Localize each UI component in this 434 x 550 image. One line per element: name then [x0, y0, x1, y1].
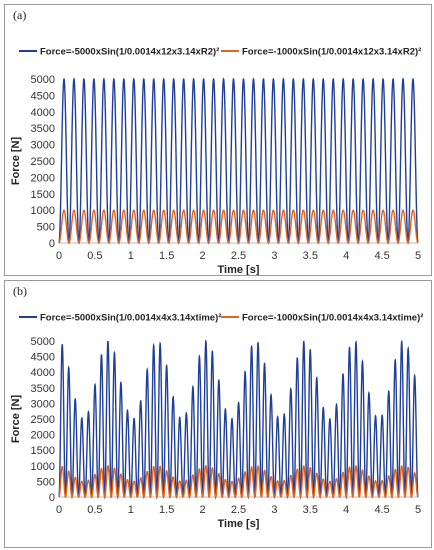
- x-tick-label: 2: [200, 504, 206, 516]
- x-tick-label: 0.5: [87, 250, 102, 262]
- x-tick-label: 4.5: [374, 250, 389, 262]
- y-tick-label: 2000: [31, 430, 55, 442]
- x-tick-label: 4.5: [374, 504, 389, 516]
- y-tick-label: 4500: [31, 90, 55, 102]
- x-tick-label: 5: [415, 250, 421, 262]
- x-tick-label: 3.5: [303, 504, 318, 516]
- x-tick-label: 1.5: [159, 504, 174, 516]
- legend-entry: Force=-5000xSin(1/0.0014x12x3.14xR2)²: [40, 47, 219, 58]
- y-tick-label: 4500: [31, 352, 55, 364]
- y-tick-label: 3500: [31, 123, 55, 135]
- y-tick-label: 2500: [31, 156, 55, 168]
- x-tick-label: 4: [343, 504, 349, 516]
- legend-entry: Force=-1000xSin(1/0.0014x4x3.14xtime)²: [242, 313, 423, 324]
- x-axis-label: Time [s]: [218, 518, 260, 530]
- y-tick-label: 3000: [31, 140, 55, 152]
- x-tick-label: 2.5: [231, 250, 246, 262]
- y-tick-label: 2000: [31, 172, 55, 184]
- x-tick-label: 1: [128, 250, 134, 262]
- series-line: [58, 464, 419, 498]
- chart-panel-b: (b) Force=-5000xSin(1/0.0014x4x3.14xtime)…: [4, 280, 432, 548]
- chart-a-svg: (a) Force=-5000xSin(1/0.0014x12x3.14xR2)²…: [10, 8, 421, 275]
- chart-b-svg: (b) Force=-5000xSin(1/0.0014x4x3.14xtime)…: [10, 284, 423, 530]
- y-tick-label: 0: [49, 238, 55, 250]
- y-axis-label: Force [N]: [10, 137, 22, 186]
- y-tick-label: 1000: [31, 205, 55, 217]
- x-tick-label: 3.5: [303, 250, 318, 262]
- legend-entry: Force=-5000xSin(1/0.0014x4x3.14xtime)²: [40, 313, 221, 324]
- x-tick-label: 5: [415, 504, 421, 516]
- series-line: [58, 209, 419, 244]
- x-tick-label: 2: [200, 250, 206, 262]
- y-tick-label: 1500: [31, 445, 55, 457]
- y-tick-label: 2500: [31, 414, 55, 426]
- x-tick-label: 0: [56, 504, 62, 516]
- series-line: [58, 339, 419, 500]
- y-tick-label: 1000: [31, 461, 55, 473]
- x-tick-label: 1.5: [159, 250, 174, 262]
- x-tick-label: 4: [343, 250, 349, 262]
- y-tick-label: 3000: [31, 398, 55, 410]
- x-tick-label: 0.5: [87, 504, 102, 516]
- y-axis-label: Force [N]: [10, 395, 22, 444]
- y-tick-label: 500: [37, 222, 55, 234]
- x-axis-label: Time [s]: [218, 264, 260, 275]
- y-tick-label: 5000: [31, 336, 55, 348]
- x-tick-label: 2.5: [231, 504, 246, 516]
- y-tick-label: 0: [49, 492, 55, 504]
- y-tick-label: 1500: [31, 189, 55, 201]
- y-tick-label: 4000: [31, 367, 55, 379]
- y-tick-label: 4000: [31, 107, 55, 119]
- legend-entry: Force=-1000xSin(1/0.0014x12x3.14xR2)²: [242, 47, 421, 58]
- x-tick-label: 3: [271, 250, 277, 262]
- panel-label: (b): [13, 284, 27, 298]
- chart-panel-a: (a) Force=-5000xSin(1/0.0014x12x3.14xR2)²…: [4, 4, 432, 276]
- x-tick-label: 1: [128, 504, 134, 516]
- y-tick-label: 5000: [31, 74, 55, 86]
- x-tick-label: 0: [56, 250, 62, 262]
- panel-label: (a): [13, 8, 26, 22]
- y-tick-label: 3500: [31, 383, 55, 395]
- x-tick-label: 3: [271, 504, 277, 516]
- y-tick-label: 500: [37, 476, 55, 488]
